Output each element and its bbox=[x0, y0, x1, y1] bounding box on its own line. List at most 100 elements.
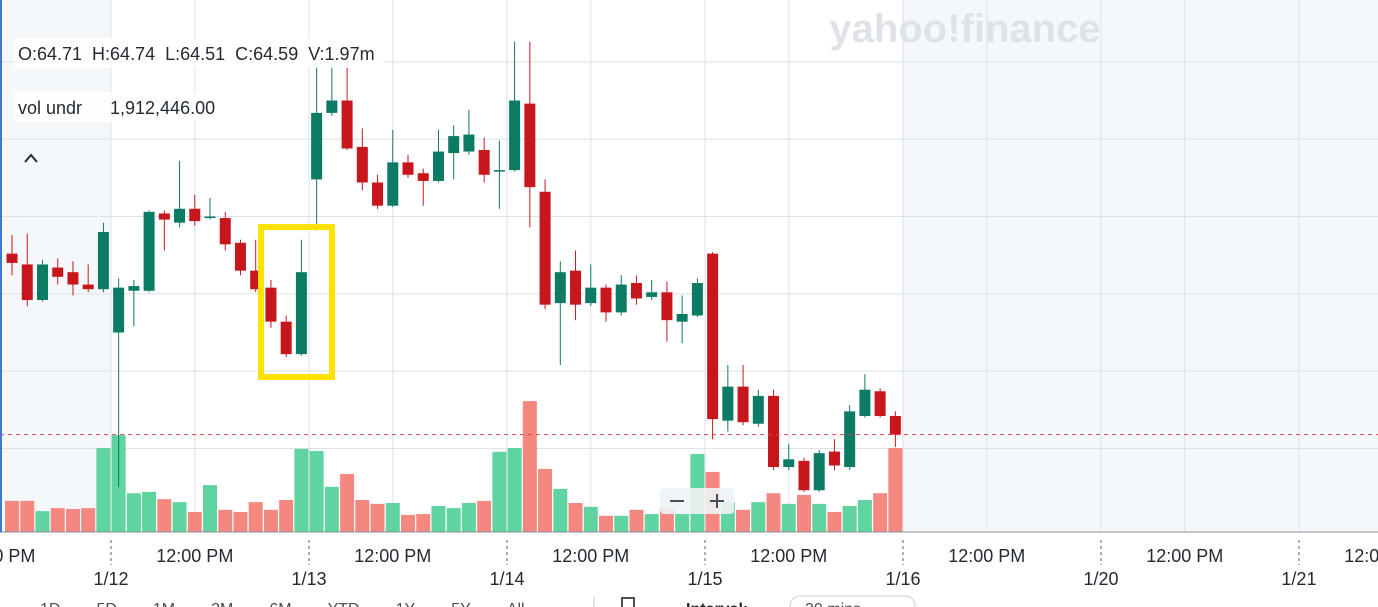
range-button[interactable]: 1Y bbox=[396, 601, 416, 607]
volume-bar bbox=[65, 508, 80, 532]
legend-item: H:64.74 bbox=[92, 44, 155, 64]
candle-body bbox=[402, 162, 414, 175]
interval-select[interactable] bbox=[789, 595, 916, 607]
range-button[interactable]: 5D bbox=[96, 601, 116, 607]
candle-body bbox=[67, 272, 79, 285]
range-button[interactable]: YTD bbox=[328, 601, 360, 607]
volume-bar bbox=[96, 448, 111, 532]
volume-bar bbox=[20, 500, 35, 532]
date-label: 1/16 bbox=[885, 569, 920, 589]
candle-body bbox=[844, 411, 856, 468]
candle-body bbox=[356, 146, 368, 183]
volume-bar bbox=[142, 491, 157, 532]
candle-body bbox=[783, 459, 795, 468]
volume-bar bbox=[81, 508, 96, 532]
candle-body bbox=[509, 100, 521, 171]
candle-body bbox=[97, 231, 109, 290]
candle-body bbox=[874, 391, 886, 417]
candle-body bbox=[463, 134, 475, 152]
range-button[interactable]: 1D bbox=[40, 601, 60, 607]
volume-bar bbox=[187, 511, 202, 532]
volume-bar bbox=[598, 515, 613, 532]
volume-bar bbox=[614, 515, 629, 532]
candle-layer bbox=[0, 41, 1378, 492]
volume-bar bbox=[233, 511, 248, 532]
volume-bar bbox=[416, 514, 431, 532]
range-button[interactable]: 3M bbox=[211, 601, 233, 607]
candle-body bbox=[189, 208, 201, 222]
candle-body bbox=[234, 242, 246, 271]
volume-bar bbox=[294, 448, 309, 532]
candle-body bbox=[707, 253, 719, 420]
candle-body bbox=[493, 170, 505, 172]
volume-bar bbox=[553, 488, 568, 532]
x-tick-label: 12:00 PM bbox=[156, 546, 233, 566]
range-button[interactable]: All bbox=[507, 601, 525, 607]
candle-body bbox=[341, 100, 353, 149]
date-label: 1/15 bbox=[687, 569, 722, 589]
candle-body bbox=[204, 216, 216, 219]
candle-body bbox=[813, 453, 825, 491]
volume-bar bbox=[644, 514, 659, 532]
volume-bar bbox=[812, 503, 827, 532]
indicator-label: vol undr bbox=[18, 98, 82, 118]
candle-body bbox=[661, 292, 673, 321]
candle-body bbox=[432, 151, 444, 181]
volume-bar bbox=[583, 506, 598, 532]
volume-bar bbox=[492, 451, 507, 532]
date-label: 1/20 bbox=[1083, 569, 1118, 589]
ohlc-legend: O:64.71 H:64.74 L:64.51 C:64.59 V:1.97m bbox=[14, 38, 385, 68]
candle-body bbox=[722, 386, 734, 421]
volume-bar bbox=[5, 500, 20, 532]
watermark: yahoo!finance bbox=[829, 7, 1100, 51]
legend-item: L:64.51 bbox=[165, 44, 225, 64]
range-button[interactable]: 1M bbox=[153, 601, 175, 607]
volume-bar bbox=[431, 505, 446, 532]
collapse-toggle[interactable] bbox=[24, 153, 38, 163]
candle-body bbox=[295, 272, 307, 355]
volume-bar bbox=[568, 503, 583, 532]
volume-bar bbox=[873, 493, 888, 532]
volume-bar bbox=[659, 508, 674, 532]
candle-body bbox=[143, 211, 155, 291]
volume-bar bbox=[857, 500, 872, 532]
volume-bar bbox=[675, 514, 690, 532]
candle-body bbox=[326, 100, 338, 113]
volume-bar bbox=[50, 508, 65, 532]
candle-body bbox=[128, 286, 140, 291]
highlight-box bbox=[258, 224, 335, 380]
volume-bar bbox=[263, 509, 278, 532]
candle-body bbox=[6, 253, 18, 263]
volume-bar bbox=[751, 502, 766, 532]
volume-bar bbox=[340, 474, 355, 532]
legend-background bbox=[14, 38, 385, 68]
volume-bar bbox=[629, 509, 644, 532]
date-label: 1/13 bbox=[291, 569, 326, 589]
candle-body bbox=[585, 287, 597, 304]
candle-body bbox=[828, 451, 840, 466]
candle-body bbox=[280, 321, 292, 355]
candle-body bbox=[21, 264, 33, 301]
range-button[interactable]: 6M bbox=[269, 601, 291, 607]
volume-bar bbox=[385, 503, 400, 532]
candle-body bbox=[174, 208, 186, 223]
volume-bar bbox=[248, 502, 263, 532]
volume-bar bbox=[203, 485, 218, 532]
zoom-in[interactable] bbox=[710, 494, 724, 508]
candle-body bbox=[158, 213, 170, 220]
candle-body bbox=[768, 395, 780, 468]
volume-bar bbox=[538, 468, 553, 532]
volume-bar bbox=[766, 493, 781, 532]
volume-bar bbox=[324, 486, 339, 532]
calendar-icon[interactable] bbox=[621, 597, 635, 607]
candle-body bbox=[798, 460, 810, 491]
candle-body bbox=[691, 283, 703, 316]
candle-body bbox=[859, 389, 871, 417]
candle-body bbox=[113, 287, 125, 333]
range-button[interactable]: 5Y bbox=[451, 601, 471, 607]
toolbar: 1D 5D 1M 3M 6M YTD 1Y 5Y All Interval: 30 mins bbox=[40, 597, 861, 607]
candle-body bbox=[676, 313, 688, 322]
interval-value[interactable]: 30 mins bbox=[805, 601, 861, 607]
date-label: 1/14 bbox=[489, 569, 524, 589]
